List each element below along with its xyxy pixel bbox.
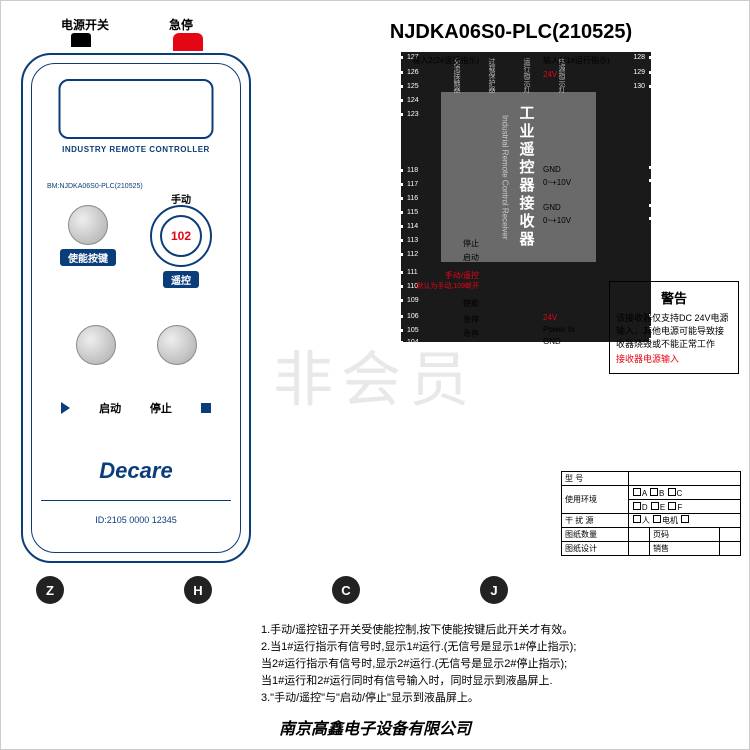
notes: 1.手动/遥控钮子开关受使能控制,按下使能按键后此开关才有效。2.当1#运行指示… bbox=[261, 622, 731, 707]
pin-num: 130 bbox=[633, 83, 645, 90]
pin-num: 125 bbox=[407, 83, 419, 90]
marker-H: H bbox=[184, 576, 212, 604]
note-line: 3."手动/遥控"与"启动/停止"显示到液晶屏上。 bbox=[261, 690, 731, 707]
pin-num: 118 bbox=[407, 167, 418, 174]
plc-core-cn: 工业遥控器接收器 bbox=[516, 105, 537, 249]
estop-button[interactable] bbox=[173, 33, 203, 51]
spec-table: 型 号 使用环境A B C D E F 干 扰 源人 电机 图纸数量页码 图纸设… bbox=[561, 471, 741, 556]
aux-button-2[interactable] bbox=[157, 325, 197, 365]
pin-left: 急停 bbox=[384, 328, 479, 339]
pin-right: GND bbox=[543, 203, 643, 212]
pin-right: 输入1(1#运行指示) bbox=[543, 55, 643, 66]
pin-left: 手动/遥控默认为手动,109断开 bbox=[384, 270, 479, 291]
bm-label: BM:NJDKA06S0-PLC(210525) bbox=[47, 183, 143, 190]
pin-num: 116 bbox=[407, 195, 418, 202]
pin-right: GND bbox=[543, 165, 643, 174]
mode-dial[interactable]: 102 bbox=[150, 205, 212, 267]
dial-top-label: 手动 bbox=[171, 191, 191, 206]
pin-left: 急停 bbox=[384, 314, 479, 325]
brand-logo: Decare bbox=[23, 458, 249, 484]
lcd-label: INDUSTRY REMOTE CONTROLLER bbox=[23, 145, 249, 154]
stop-label: 停止 bbox=[150, 400, 172, 416]
plc-core-en: Industrial Remote Control Receiver bbox=[501, 115, 510, 240]
pin-right: 24V bbox=[543, 70, 643, 79]
remote-body: INDUSTRY REMOTE CONTROLLER BM:NJDKA06S0-… bbox=[21, 53, 251, 563]
marker-Z: Z bbox=[36, 576, 64, 604]
pin-right: 0~+10V bbox=[543, 178, 643, 187]
power-switch-grp: 电源开关 bbox=[61, 16, 109, 51]
note-line: 2.当1#运行指示有信号时,显示1#运行.(无信号是显示1#停止指示); bbox=[261, 639, 731, 656]
power-label: 电源开关 bbox=[61, 16, 109, 33]
warning-box: 警告 该接收器仅支持DC 24V电源输入，其他电源可能导致接收器烧毁或不能正常工… bbox=[609, 281, 739, 374]
enable-label: 使能按键 bbox=[60, 249, 116, 266]
pin-right: 0~+10V bbox=[543, 216, 643, 225]
pin-left: 停止 bbox=[384, 238, 479, 249]
plc-inner-label: 运行指示灯 bbox=[521, 58, 531, 93]
note-line: 1.手动/遥控钮子开关受使能控制,按下使能按键后此开关才有效。 bbox=[261, 622, 731, 639]
pin-left: 启动 bbox=[384, 252, 479, 263]
play-icon bbox=[61, 402, 70, 414]
enable-button[interactable] bbox=[68, 205, 108, 245]
pin-num: 123 bbox=[407, 111, 419, 118]
plc-inner-label: 过载保护器 bbox=[486, 58, 496, 93]
device-id: ID:2105 0000 12345 bbox=[23, 515, 249, 525]
remote-label: 遥控 bbox=[163, 271, 199, 288]
remote-controller: 电源开关 急停 INDUSTRY REMOTE CONTROLLER BM:NJ… bbox=[21, 16, 271, 563]
power-switch[interactable] bbox=[71, 33, 91, 47]
pin-left: 输入2(2#运行指示) bbox=[384, 55, 479, 66]
note-line: 当2#运行指示有信号时,显示2#运行.(无信号是显示2#停止指示); bbox=[261, 656, 731, 673]
stop-icon bbox=[201, 403, 211, 413]
dial-value: 102 bbox=[160, 215, 202, 257]
plc-core: Industrial Remote Control Receiver 工业遥控器… bbox=[441, 92, 596, 262]
marker-C: C bbox=[332, 576, 360, 604]
pin-num: 126 bbox=[407, 69, 419, 76]
marker-J: J bbox=[480, 576, 508, 604]
warning-text: 该接收器仅支持DC 24V电源输入，其他电源可能导致接收器烧毁或不能正常工作 bbox=[616, 311, 732, 350]
pin-num: 104 bbox=[407, 339, 419, 346]
plc-title: NJDKA06S0-PLC(210525) bbox=[291, 21, 731, 44]
section-markers: ZHCJ bbox=[1, 576, 749, 604]
pin-num: 115 bbox=[407, 209, 418, 216]
pin-left: 使能 bbox=[384, 298, 479, 309]
note-line: 当1#运行和2#运行同时有信号输入时，同时显示到液晶屏上. bbox=[261, 673, 731, 690]
pin-num: 124 bbox=[407, 97, 419, 104]
pin-num: 117 bbox=[407, 181, 418, 188]
pin-num: 114 bbox=[407, 223, 418, 230]
start-label: 启动 bbox=[99, 400, 121, 416]
estop-grp: 急停 bbox=[169, 16, 203, 51]
warning-title: 警告 bbox=[616, 288, 732, 307]
company-name: 南京高鑫电子设备有限公司 bbox=[1, 715, 749, 739]
warning-red: 接收器电源输入 bbox=[616, 352, 732, 365]
estop-label: 急停 bbox=[169, 16, 203, 33]
watermark: 非会员 bbox=[273, 332, 477, 419]
aux-button-1[interactable] bbox=[76, 325, 116, 365]
lcd-screen bbox=[59, 79, 214, 139]
